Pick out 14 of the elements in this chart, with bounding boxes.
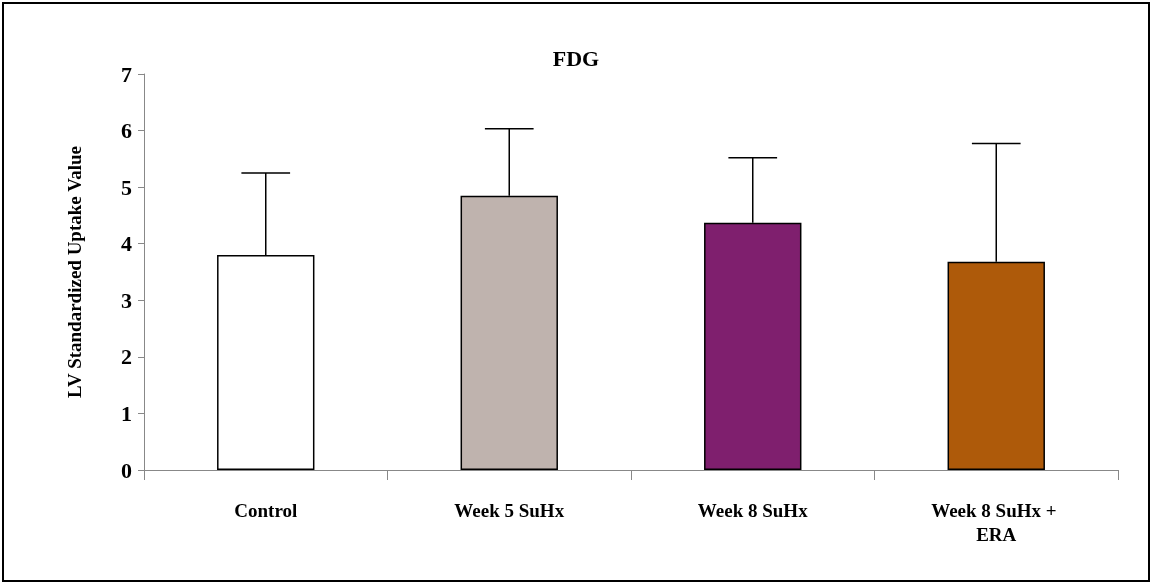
y-tick-label: 0: [121, 457, 132, 483]
y-tick-label: 6: [121, 118, 132, 144]
y-tick-label: 5: [121, 174, 132, 200]
y-axis-title: LV Standardized Uptake Value: [64, 146, 85, 398]
x-tick-label: Control: [234, 499, 298, 521]
y-tick-label: 1: [121, 400, 132, 426]
x-tick-label: Week 8 SuHx: [697, 499, 809, 521]
y-tick-label: 4: [121, 231, 132, 257]
y-tick-label: 2: [121, 344, 132, 370]
y-tick-label: 7: [121, 61, 132, 87]
x-tick-label: Week 8 SuHx + ERA: [931, 499, 1062, 545]
y-tick-label: 3: [121, 287, 132, 313]
chart-title: FDG: [552, 45, 600, 71]
x-tick-label: Week 5 SuHx: [454, 499, 565, 521]
